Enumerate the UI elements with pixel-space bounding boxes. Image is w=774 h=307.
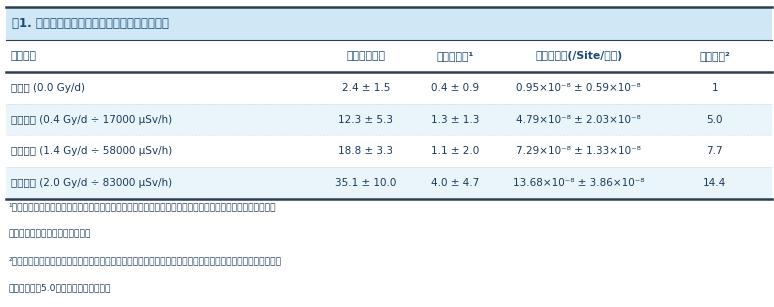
- Text: 13.68×10⁻⁸ ± 3.86×10⁻⁸: 13.68×10⁻⁸ ± 3.86×10⁻⁸: [513, 178, 644, 188]
- Text: 1.3 ± 1.3: 1.3 ± 1.3: [430, 115, 479, 125]
- Text: 高線量率 (2.0 Gy/d ÷ 83000 μSv/h): 高線量率 (2.0 Gy/d ÷ 83000 μSv/h): [11, 178, 172, 188]
- Text: 7.7: 7.7: [707, 146, 723, 156]
- Bar: [6, 135, 772, 167]
- Text: 低線量率 (0.4 Gy/d ÷ 17000 μSv/h): 低線量率 (0.4 Gy/d ÷ 17000 μSv/h): [11, 115, 172, 125]
- Text: 0.4 ± 0.9: 0.4 ± 0.9: [430, 83, 479, 93]
- Text: 全突然変異数: 全突然変異数: [346, 51, 385, 61]
- Text: 35.1 ± 10.0: 35.1 ± 10.0: [335, 178, 396, 188]
- Text: 12.3 ± 5.3: 12.3 ± 5.3: [338, 115, 393, 125]
- Text: 各実験区: 各実験区: [11, 51, 37, 61]
- Text: 18.8 ± 3.3: 18.8 ± 3.3: [338, 146, 393, 156]
- Text: 5.0: 5.0: [707, 115, 723, 125]
- Text: ²非照射区の新規突然変異率を１とした場合の各実験区の変異率の倍率．例えば低線量率区では非照射区に比べ: ²非照射区の新規突然変異率を１とした場合の各実験区の変異率の倍率．例えば低線量率…: [9, 256, 282, 265]
- Bar: [6, 7, 772, 40]
- Text: 1: 1: [711, 83, 718, 93]
- Text: 異を反映していると考えられる．: 異を反映していると考えられる．: [9, 229, 91, 238]
- Text: 突然変異率(/Site/世代): 突然変異率(/Site/世代): [535, 51, 622, 61]
- Text: 表1. 各実験区における突然変異数と突然変異率: 表1. 各実験区における突然変異数と突然変異率: [12, 17, 169, 30]
- Text: 突然変異率が5.0倍になることを示す．: 突然変異率が5.0倍になることを示す．: [9, 283, 111, 292]
- Text: 中線量率 (1.4 Gy/d ÷ 58000 μSv/h): 中線量率 (1.4 Gy/d ÷ 58000 μSv/h): [11, 146, 172, 156]
- Text: 4.0 ± 4.7: 4.0 ± 4.7: [430, 178, 479, 188]
- Text: 14.4: 14.4: [703, 178, 727, 188]
- Text: 相対倍率²: 相対倍率²: [700, 51, 730, 61]
- Bar: [6, 40, 772, 72]
- Bar: [6, 167, 772, 199]
- Text: 0.95×10⁻⁸ ± 0.59×10⁻⁸: 0.95×10⁻⁸ ± 0.59×10⁻⁸: [516, 83, 641, 93]
- Text: 非照射 (0.0 Gy/d): 非照射 (0.0 Gy/d): [11, 83, 85, 93]
- Text: 7.29×10⁻⁸ ± 1.33×10⁻⁸: 7.29×10⁻⁸ ± 1.33×10⁻⁸: [516, 146, 641, 156]
- Text: 1.1 ± 2.0: 1.1 ± 2.0: [430, 146, 479, 156]
- Bar: [6, 72, 772, 104]
- Text: 4.79×10⁻⁸ ± 2.03×10⁻⁸: 4.79×10⁻⁸ ± 2.03×10⁻⁸: [516, 115, 641, 125]
- Text: ¹家系変異は兄弟で共通して検出された変異の数．配偶子が形成される前の体細胞の段階で既に生じていた変: ¹家系変異は兄弟で共通して検出された変異の数．配偶子が形成される前の体細胞の段階…: [9, 202, 276, 211]
- Text: 家系変異数¹: 家系変異数¹: [436, 51, 474, 61]
- Text: 2.4 ± 1.5: 2.4 ± 1.5: [341, 83, 390, 93]
- Bar: [6, 104, 772, 135]
